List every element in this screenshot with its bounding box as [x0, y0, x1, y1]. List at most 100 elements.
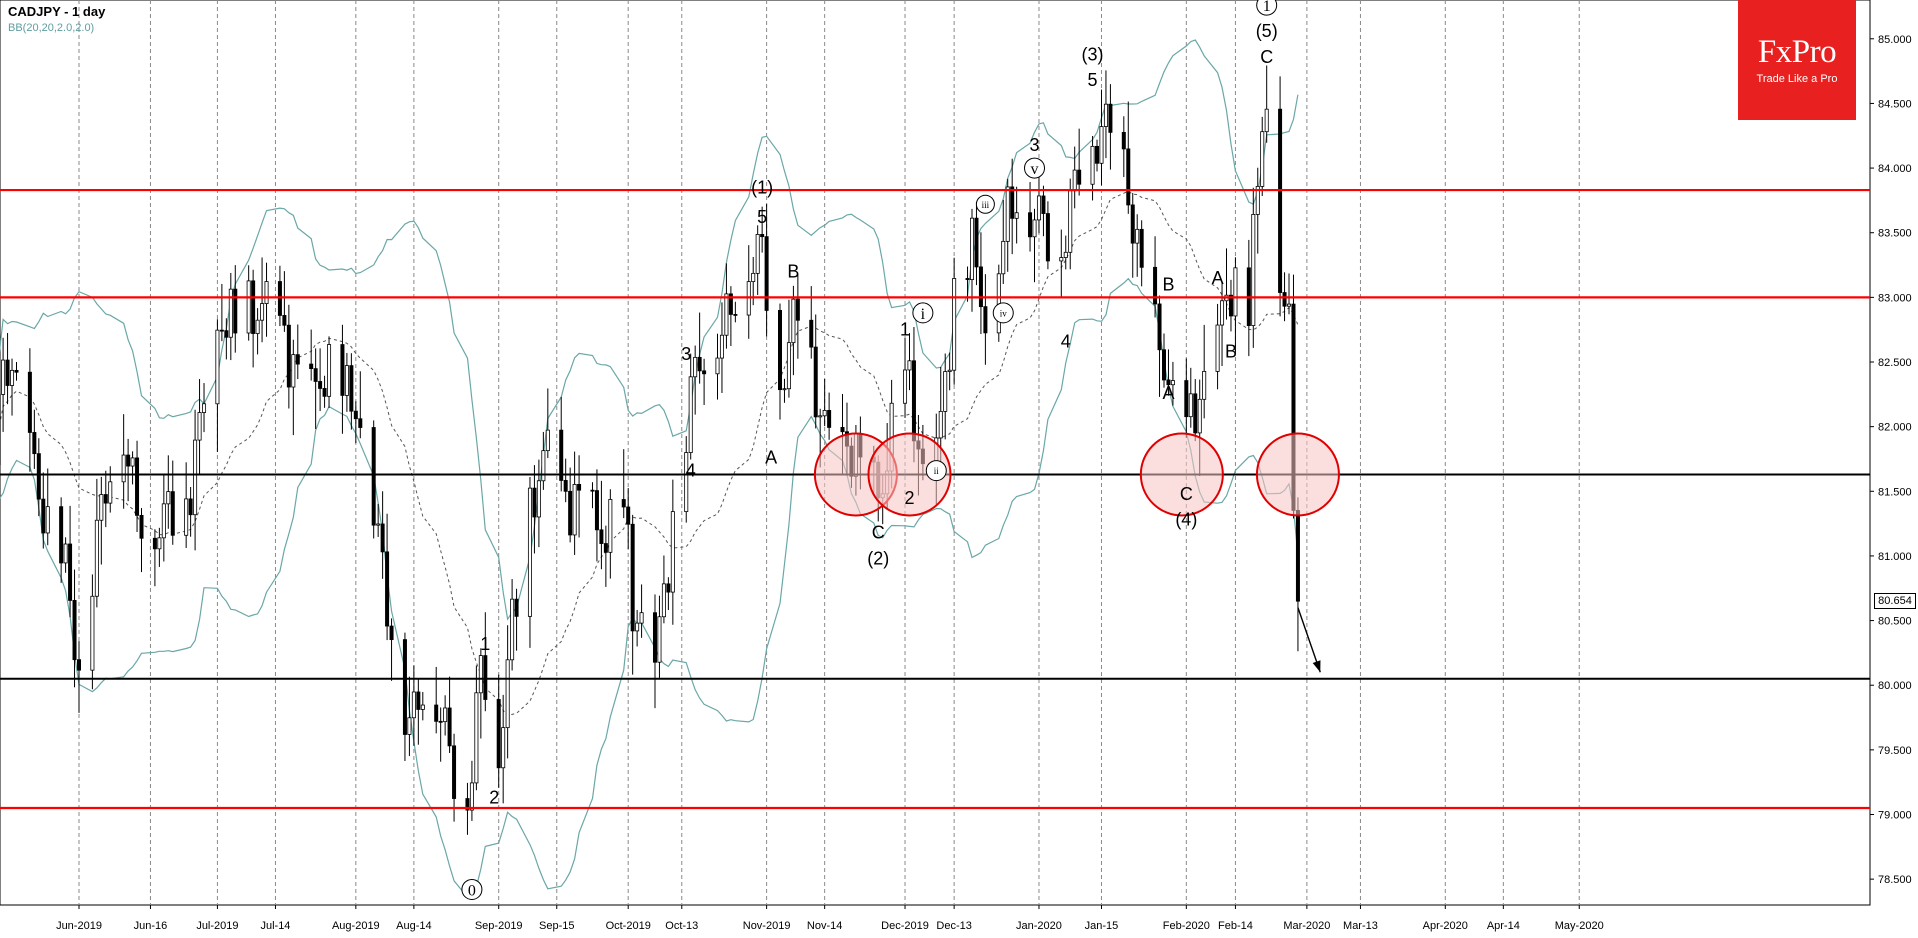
candle-body [635, 622, 640, 632]
candle-body [568, 490, 573, 536]
wave-label-circle [1024, 157, 1046, 179]
candle-body [1041, 195, 1046, 214]
candle-body [358, 418, 363, 428]
candle-body [260, 303, 265, 321]
wave-label-text: (3) [1082, 44, 1104, 64]
candle-body [94, 519, 99, 597]
wave-label-text: iv [1000, 308, 1008, 318]
wave-label-text: 5 [757, 207, 767, 227]
wave-label-circle [461, 878, 483, 900]
y-tick-label: 81.000 [1878, 551, 1912, 563]
candle-body [5, 359, 10, 386]
candle-body [1202, 371, 1207, 400]
candle-body [438, 720, 443, 723]
candle-body [603, 543, 608, 553]
candle-body [639, 612, 644, 624]
candle-body [344, 365, 349, 396]
y-tick-label: 80.500 [1878, 616, 1912, 628]
candle-body [1001, 240, 1006, 275]
bollinger-middle [0, 190, 1299, 717]
candle-body [541, 450, 546, 482]
candle-body [590, 489, 595, 492]
candle-body [809, 319, 814, 348]
candle-body [1036, 195, 1041, 221]
candle-body [380, 523, 385, 553]
candle-body [353, 410, 358, 420]
wave-label: ii [925, 460, 947, 482]
candle-body [1090, 145, 1095, 185]
candle-body [121, 454, 126, 483]
candle-body [1166, 379, 1171, 386]
candle-body [1121, 131, 1126, 150]
wave-label: B [787, 262, 799, 282]
candle-body [295, 354, 300, 365]
projection-arrow-line [1297, 607, 1321, 673]
wave-label-text: v [1031, 161, 1039, 178]
wave-label: 4 [1061, 331, 1071, 351]
current-price-label: 80.654 [1874, 592, 1916, 609]
wave-label-text: B [787, 262, 799, 282]
candle-body [1260, 131, 1265, 187]
candle-body [688, 376, 693, 453]
x-tick-label: May-2020 [1555, 920, 1604, 932]
candle-body [818, 415, 823, 418]
candle-body [202, 403, 207, 413]
y-tick-label: 83.500 [1878, 228, 1912, 240]
candle-body [505, 659, 510, 729]
wave-label: iii [975, 194, 995, 214]
candle-body [170, 491, 175, 536]
candle-body [36, 453, 41, 500]
candle-body [1005, 186, 1010, 242]
candle-body [1278, 108, 1283, 293]
x-tick-label: Jun-16 [134, 920, 168, 932]
wave-label-text: B [1225, 342, 1237, 362]
candle-body [286, 324, 291, 388]
candle-body [452, 745, 457, 799]
candle-body [559, 429, 564, 481]
candle-body [27, 371, 32, 433]
candle-body [724, 293, 729, 336]
candle-body [657, 616, 662, 663]
y-tick-label: 79.000 [1878, 810, 1912, 822]
candle-body [1068, 190, 1073, 253]
candle-body [68, 543, 73, 601]
wave-label: (2) [867, 549, 889, 569]
x-tick-label: Jan-2020 [1016, 920, 1062, 932]
wave-label: 0 [461, 878, 483, 900]
candle-body [943, 371, 948, 412]
y-tick-label: 78.500 [1878, 874, 1912, 886]
candle-body [661, 583, 666, 618]
indicator-label: BB(20,20,2.0,2.0) [8, 22, 95, 34]
candle-body [1228, 294, 1233, 317]
candle-body [813, 346, 818, 418]
candle-body [1010, 186, 1015, 219]
candle-body [63, 543, 68, 564]
x-tick-label: Mar-2020 [1283, 920, 1330, 932]
candle-body [1282, 292, 1287, 307]
candle-body [447, 707, 452, 747]
candle-body [416, 691, 421, 710]
candle-body [77, 659, 82, 671]
candle-body [974, 217, 979, 268]
candle-body [1188, 393, 1193, 418]
wave-label-text: (4) [1175, 510, 1197, 530]
candle-body [197, 412, 202, 441]
candle-body [1045, 213, 1050, 262]
x-tick-label: Nov-2019 [743, 920, 791, 932]
highlight-circle [867, 432, 952, 517]
candle-body [72, 600, 77, 661]
wave-label-circle [992, 302, 1014, 324]
candle-body [532, 487, 537, 518]
candle-body [255, 319, 260, 334]
candle-body [983, 306, 988, 334]
wave-label-text: B [1162, 274, 1174, 294]
x-tick-label: Mar-13 [1343, 920, 1378, 932]
wave-label-text: 3 [1030, 135, 1040, 155]
candle-body [911, 360, 916, 442]
candle-body [1264, 108, 1269, 133]
wave-label-text: ii [934, 466, 940, 476]
wave-label: C [1180, 484, 1193, 504]
wave-label-circle [1256, 0, 1278, 16]
candle-body [130, 457, 135, 467]
x-tick-label: Jul-2019 [196, 920, 238, 932]
